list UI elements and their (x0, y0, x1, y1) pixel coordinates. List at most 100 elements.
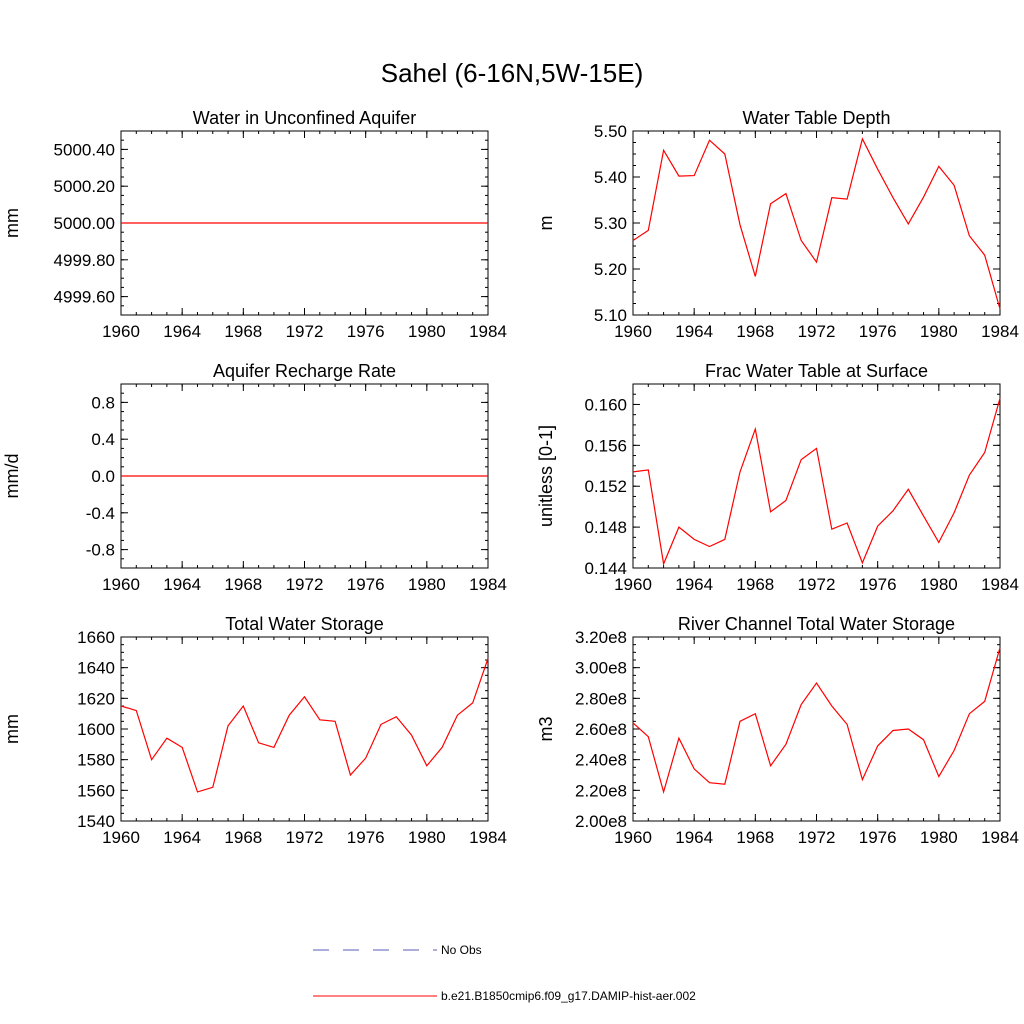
x-tick-label: 1980 (408, 322, 446, 341)
y-axis-label: m (536, 216, 556, 231)
y-tick-label: 5000.00 (54, 214, 115, 233)
plot-frame (632, 130, 1001, 316)
x-tick-label: 1976 (859, 322, 897, 341)
y-tick-label: 4999.60 (54, 288, 115, 307)
legend-label: No Obs (441, 943, 482, 957)
y-tick-label: 1620 (77, 689, 115, 708)
y-axis-label: m3 (536, 716, 556, 741)
x-tick-label: 1964 (163, 828, 201, 847)
plot-frame (632, 383, 1001, 569)
y-axis-label: mm (2, 208, 22, 238)
x-tick-label: 1960 (102, 322, 140, 341)
plot-frame (120, 636, 489, 822)
panel-6: River Channel Total Water Storage 1960 196… (536, 614, 1019, 847)
x-tick-label: 1980 (408, 828, 446, 847)
series-line (632, 647, 1001, 795)
y-tick-label: 0.152 (584, 477, 627, 496)
y-tick-label: 0.144 (584, 559, 627, 578)
series-line (632, 137, 1001, 310)
panel-title: Aquifer Recharge Rate (213, 361, 396, 381)
x-tick-label: 1972 (286, 575, 324, 594)
x-tick-label: 1980 (920, 575, 958, 594)
panel-3: Aquifer Recharge Rate 1960 1964 1968 1972 197… (2, 361, 507, 594)
y-axis-label: unitless [0-1] (536, 425, 556, 527)
y-tick-label: 0.148 (584, 518, 627, 537)
panel-5: Total Water Storage 1960 1964 1968 1972 1976 1… (2, 614, 507, 847)
x-tick-label: 1972 (798, 575, 836, 594)
y-tick-label: 4999.80 (54, 251, 115, 270)
y-tick-label: 5.40 (594, 168, 627, 187)
x-tick-label: 1968 (736, 575, 774, 594)
y-tick-label: 5.20 (594, 260, 627, 279)
panel-4: Frac Water Table at Surface 1960 1964 1968 1… (536, 361, 1019, 594)
y-tick-label: 5.50 (594, 122, 627, 141)
x-tick-label: 1960 (102, 575, 140, 594)
x-tick-label: 1960 (614, 322, 652, 341)
y-tick-label: 5000.20 (54, 177, 115, 196)
x-tick-label: 1964 (163, 322, 201, 341)
x-tick-label: 1980 (408, 575, 446, 594)
x-tick-label: 1976 (859, 828, 897, 847)
y-tick-label: 1580 (77, 751, 115, 770)
panel-1: Water in Unconfined Aquifer 1960 1964 1968 1… (2, 108, 507, 341)
y-tick-label: 5.30 (594, 214, 627, 233)
x-tick-label: 1968 (224, 322, 262, 341)
x-tick-label: 1972 (286, 828, 324, 847)
x-tick-label: 1960 (614, 828, 652, 847)
y-tick-label: 2.00e8 (575, 812, 627, 831)
x-tick-label: 1984 (981, 828, 1019, 847)
x-tick-label: 1968 (224, 828, 262, 847)
legend: No Obs b.e21.B1850cmip6.f09_g17.DAMIP-his… (313, 943, 696, 1003)
y-tick-label: 1560 (77, 781, 115, 800)
panel-title: Water Table Depth (742, 108, 890, 128)
y-tick-label: 1540 (77, 812, 115, 831)
x-tick-label: 1984 (981, 322, 1019, 341)
x-tick-label: 1976 (859, 575, 897, 594)
x-tick-label: 1980 (920, 828, 958, 847)
x-tick-label: 1968 (224, 575, 262, 594)
y-tick-label: 0.8 (91, 393, 115, 412)
y-axis-label: mm/d (2, 454, 22, 499)
panel-title: Total Water Storage (225, 614, 383, 634)
y-tick-label: -0.4 (86, 504, 115, 523)
y-tick-label: 2.40e8 (575, 751, 627, 770)
x-tick-label: 1984 (981, 575, 1019, 594)
series-line (632, 398, 1001, 567)
y-tick-label: 2.80e8 (575, 689, 627, 708)
y-tick-label: 2.20e8 (575, 781, 627, 800)
y-tick-label: 1640 (77, 659, 115, 678)
x-tick-label: 1972 (798, 322, 836, 341)
x-tick-label: 1960 (614, 575, 652, 594)
y-axis-label: mm (2, 714, 22, 744)
y-tick-label: 3.00e8 (575, 659, 627, 678)
x-tick-label: 1980 (920, 322, 958, 341)
panel-title: Frac Water Table at Surface (705, 361, 928, 381)
x-tick-label: 1976 (347, 575, 385, 594)
x-tick-label: 1964 (675, 322, 713, 341)
series-line (120, 658, 489, 793)
x-tick-label: 1964 (675, 828, 713, 847)
x-tick-label: 1960 (102, 828, 140, 847)
panel-title: River Channel Total Water Storage (678, 614, 955, 634)
x-tick-label: 1972 (286, 322, 324, 341)
y-tick-label: 0.160 (584, 395, 627, 414)
y-tick-label: 5.10 (594, 306, 627, 325)
x-tick-label: 1976 (347, 322, 385, 341)
x-tick-label: 1976 (347, 828, 385, 847)
x-tick-label: 1984 (469, 828, 507, 847)
x-tick-label: 1984 (469, 575, 507, 594)
y-tick-label: 0.156 (584, 436, 627, 455)
y-tick-label: 5000.40 (54, 140, 115, 159)
x-tick-label: 1964 (163, 575, 201, 594)
y-tick-label: -0.8 (86, 541, 115, 560)
y-tick-label: 0.4 (91, 430, 115, 449)
x-tick-label: 1968 (736, 322, 774, 341)
x-tick-label: 1972 (798, 828, 836, 847)
y-tick-label: 2.60e8 (575, 720, 627, 739)
y-tick-label: 0.0 (91, 467, 115, 486)
x-tick-label: 1968 (736, 828, 774, 847)
chart-panels: Water in Unconfined Aquifer 1960 1964 1968 1… (2, 108, 1019, 847)
legend-label: b.e21.B1850cmip6.f09_g17.DAMIP-hist-aer.… (441, 989, 696, 1003)
figure-title: Sahel (6-16N,5W-15E) (381, 58, 644, 88)
